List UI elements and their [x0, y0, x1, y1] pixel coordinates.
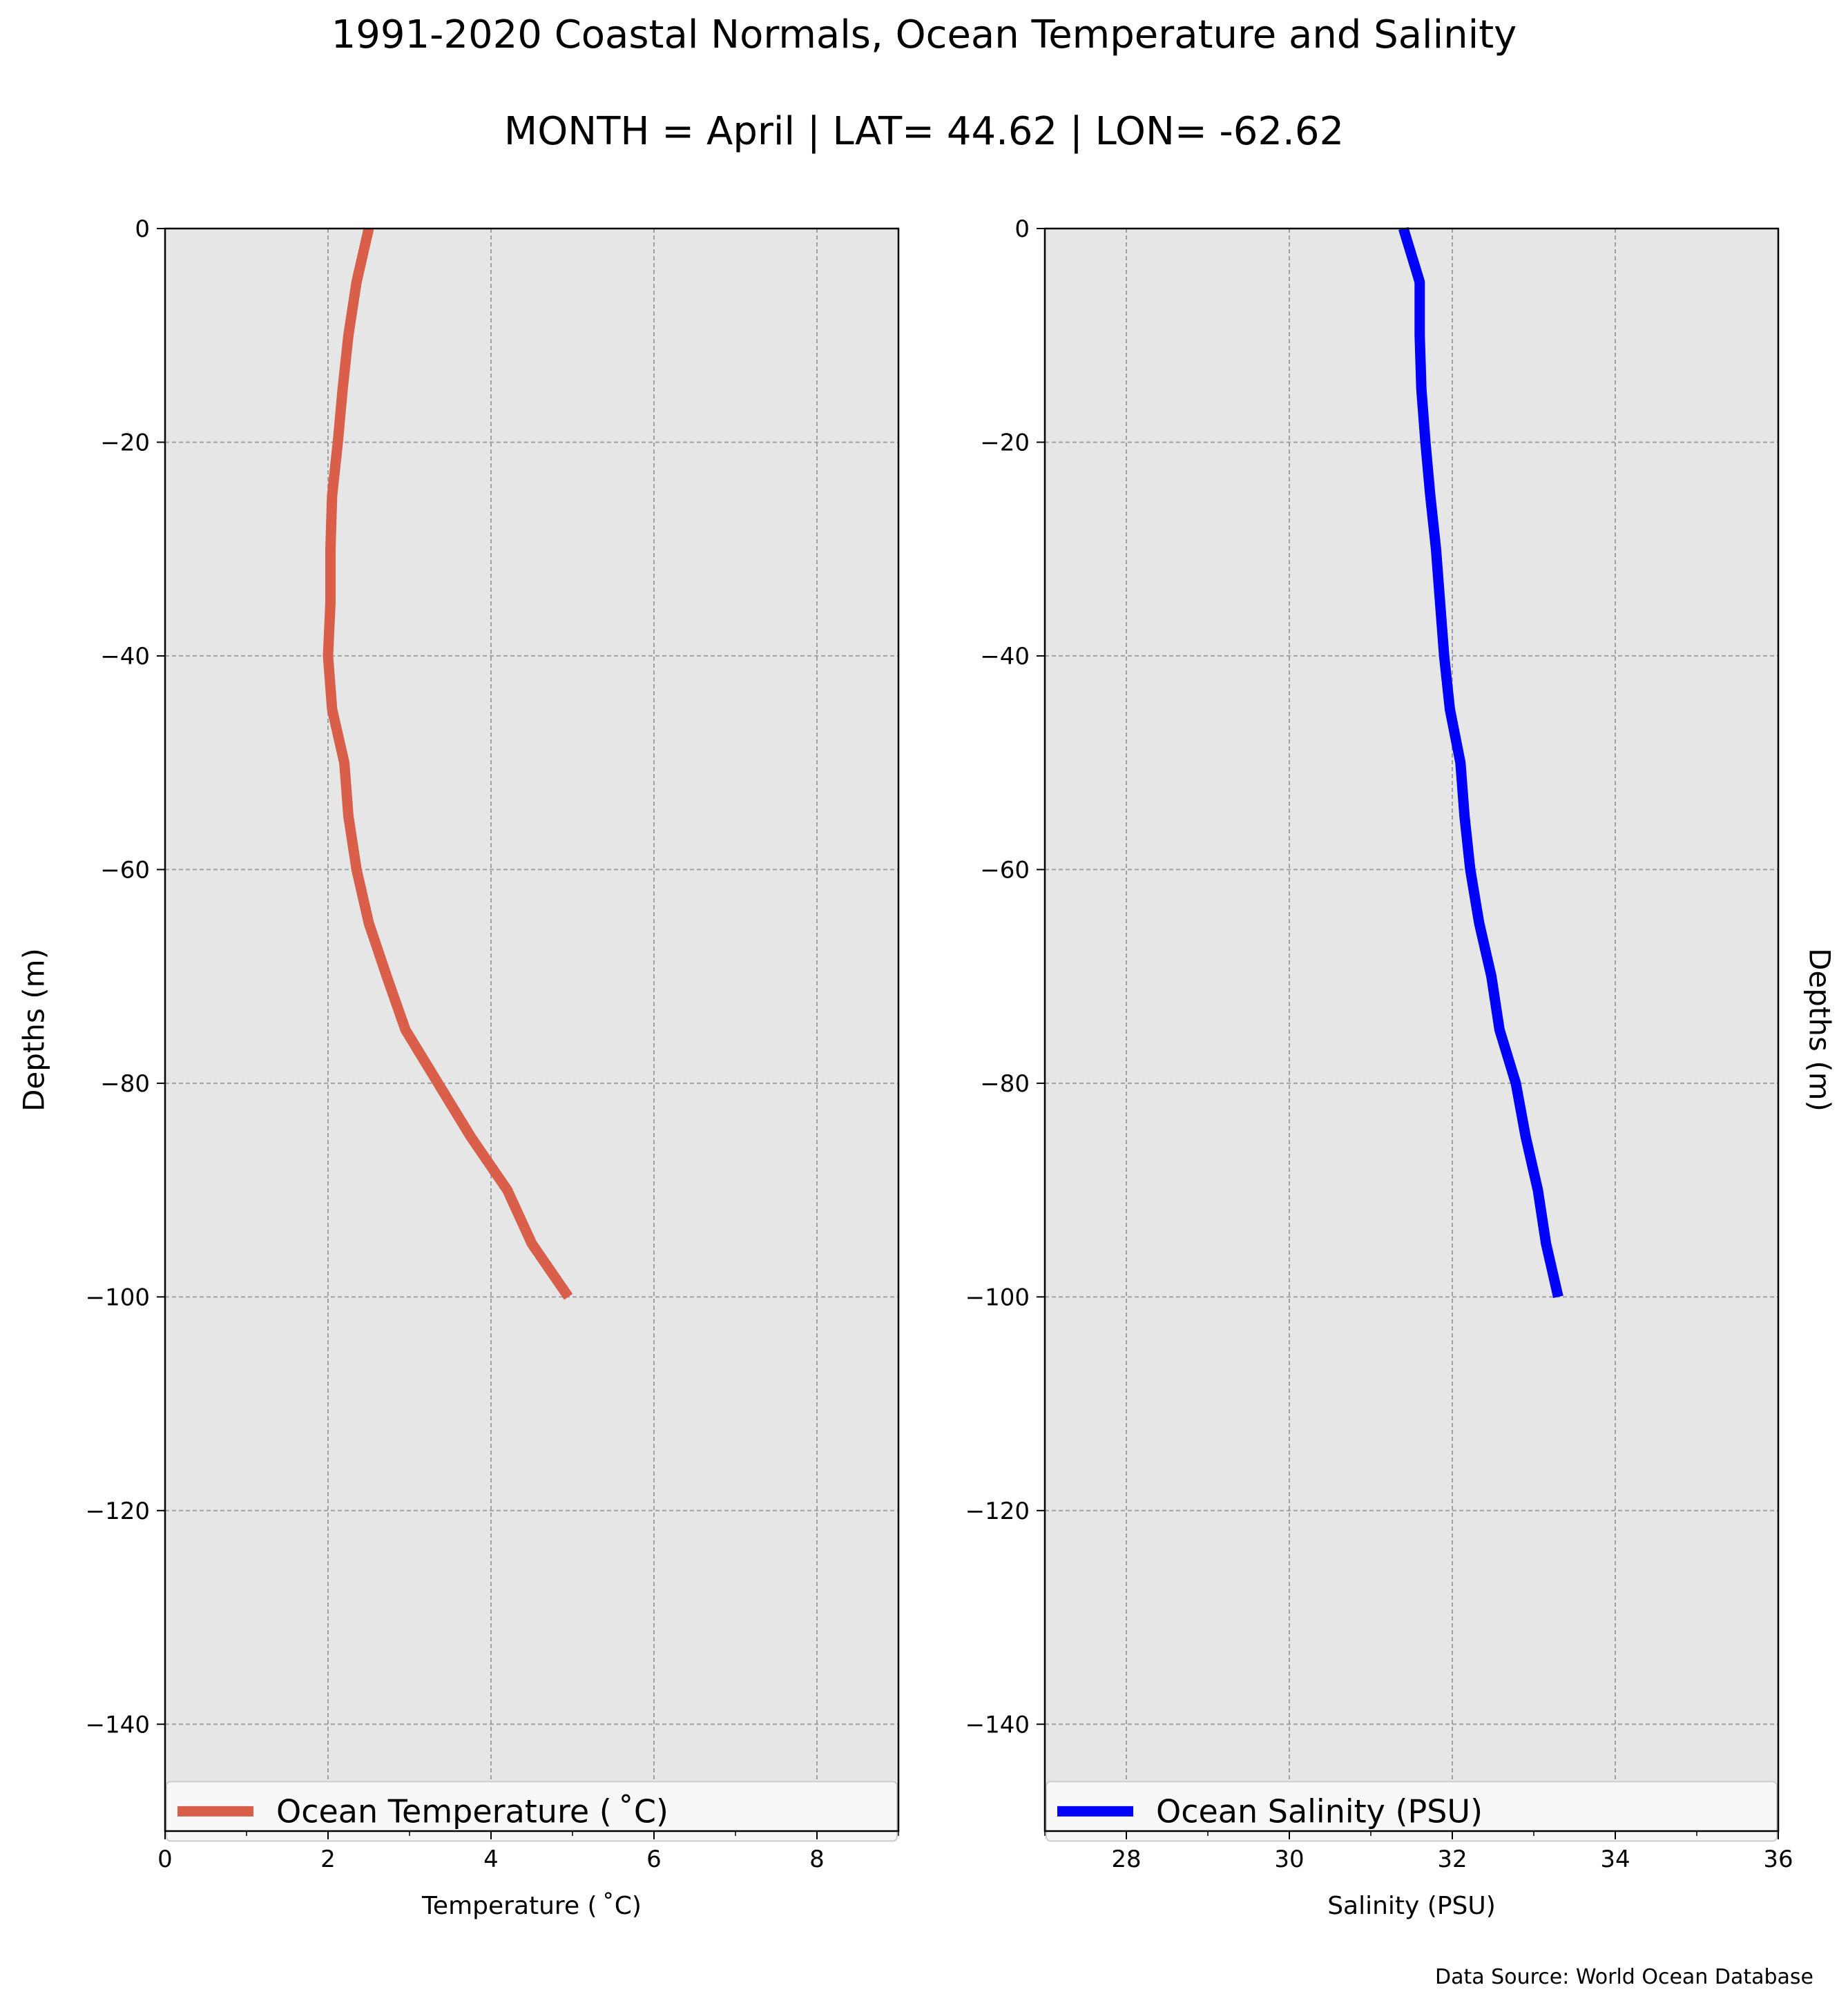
- salinity-ytick-label: −60: [980, 856, 1030, 884]
- salinity-ytick-label: −40: [980, 643, 1030, 670]
- salinity-ytick-label: −100: [965, 1284, 1030, 1311]
- salinity-data-point: [1444, 655, 1445, 656]
- temperature-xtick-label: 8: [809, 1846, 825, 1873]
- temperature-ytick-label: −140: [86, 1711, 150, 1739]
- salinity-data-point: [1460, 762, 1461, 763]
- temperature-data-point: [331, 495, 332, 496]
- salinity-data-point: [1525, 1136, 1526, 1137]
- temperature-data-point: [330, 549, 331, 550]
- temperature-data-point: [344, 762, 345, 763]
- temperature-ytick-label: −100: [86, 1284, 150, 1311]
- salinity-axes-frame: [1043, 227, 1780, 1832]
- temperature-legend-label: Ocean Temperature ( ˚C): [276, 1792, 668, 1830]
- temperature-data-point: [328, 655, 329, 656]
- salinity-data-point: [1464, 816, 1465, 817]
- salinity-ytick-label: −80: [980, 1070, 1030, 1098]
- salinity-data-point: [1440, 602, 1441, 603]
- temperature-xtick-label: 0: [157, 1846, 173, 1873]
- salinity-xtick-label: 36: [1763, 1846, 1793, 1873]
- temperature-data-point: [386, 976, 387, 977]
- temperature-xtick-label: 2: [320, 1846, 336, 1873]
- temperature-ytick-label: −20: [100, 429, 150, 456]
- salinity-x-axis-label: Salinity (PSU): [1327, 1892, 1496, 1920]
- salinity-series-line: [1398, 226, 1563, 1298]
- salinity-xtick-label: 30: [1274, 1846, 1304, 1873]
- temperature-data-point: [470, 1136, 471, 1137]
- temperature-plot-area: [165, 229, 898, 1831]
- data-source-note: Data Source: World Ocean Database: [1435, 1965, 1813, 1989]
- temperature-xtick-label: 4: [483, 1846, 499, 1873]
- salinity-data-point: [1419, 335, 1420, 336]
- temperature-ytick-label: −120: [86, 1498, 150, 1525]
- temperature-y-axis-label: Depths (m): [17, 948, 51, 1112]
- temperature-ytick-label: −80: [100, 1070, 150, 1098]
- temperature-data-point: [331, 709, 332, 710]
- temperature-data-point: [405, 1029, 406, 1030]
- salinity-ytick-label: −20: [980, 429, 1030, 456]
- temperature-data-point: [330, 602, 331, 603]
- temperature-x-axis-label: Temperature ( ˚C): [421, 1892, 642, 1920]
- salinity-legend-label: Ocean Salinity (PSU): [1156, 1792, 1483, 1830]
- salinity-xtick-label: 32: [1437, 1846, 1467, 1873]
- salinity-xtick-label: 34: [1600, 1846, 1630, 1873]
- temperature-legend-box: [166, 1781, 898, 1842]
- temperature-axes-frame: [164, 227, 900, 1832]
- temperature-panel: Ocean Temperature ( ˚C) 0 2 4 6 8 0 −20 −40 −60 −8…: [17, 215, 900, 1920]
- salinity-plot-area: [1045, 229, 1778, 1831]
- temperature-ytick-label: −40: [100, 643, 150, 670]
- temperature-data-point: [356, 869, 357, 870]
- salinity-ytick-label: −120: [965, 1498, 1030, 1525]
- temperature-series-line: [323, 227, 573, 1300]
- temperature-ytick-label: 0: [135, 215, 150, 243]
- salinity-data-point: [1430, 495, 1431, 496]
- salinity-y-axis-label: Depths (m): [1803, 948, 1837, 1112]
- chart-subtitle: MONTH = April | LAT= 44.62 | LON= -62.62: [503, 109, 1345, 154]
- salinity-ytick-label: 0: [1014, 215, 1030, 243]
- salinity-legend-box: [1046, 1781, 1778, 1842]
- temperature-data-point: [348, 335, 349, 336]
- salinity-data-point: [1491, 976, 1492, 977]
- temperature-data-point: [348, 816, 349, 817]
- temperature-xtick-label: 6: [646, 1846, 662, 1873]
- salinity-panel: Ocean Salinity (PSU) 28 30 32 34 36 0 −20 −40 −60…: [965, 215, 1837, 1920]
- salinity-data-point: [1425, 442, 1426, 443]
- salinity-data-point: [1499, 1029, 1500, 1030]
- temperature-ytick-label: −60: [100, 856, 150, 884]
- salinity-xtick-label: 28: [1111, 1846, 1141, 1873]
- salinity-ytick-label: −140: [965, 1711, 1030, 1739]
- chart-title: 1991-2020 Coastal Normals, Ocean Tempera…: [331, 12, 1517, 57]
